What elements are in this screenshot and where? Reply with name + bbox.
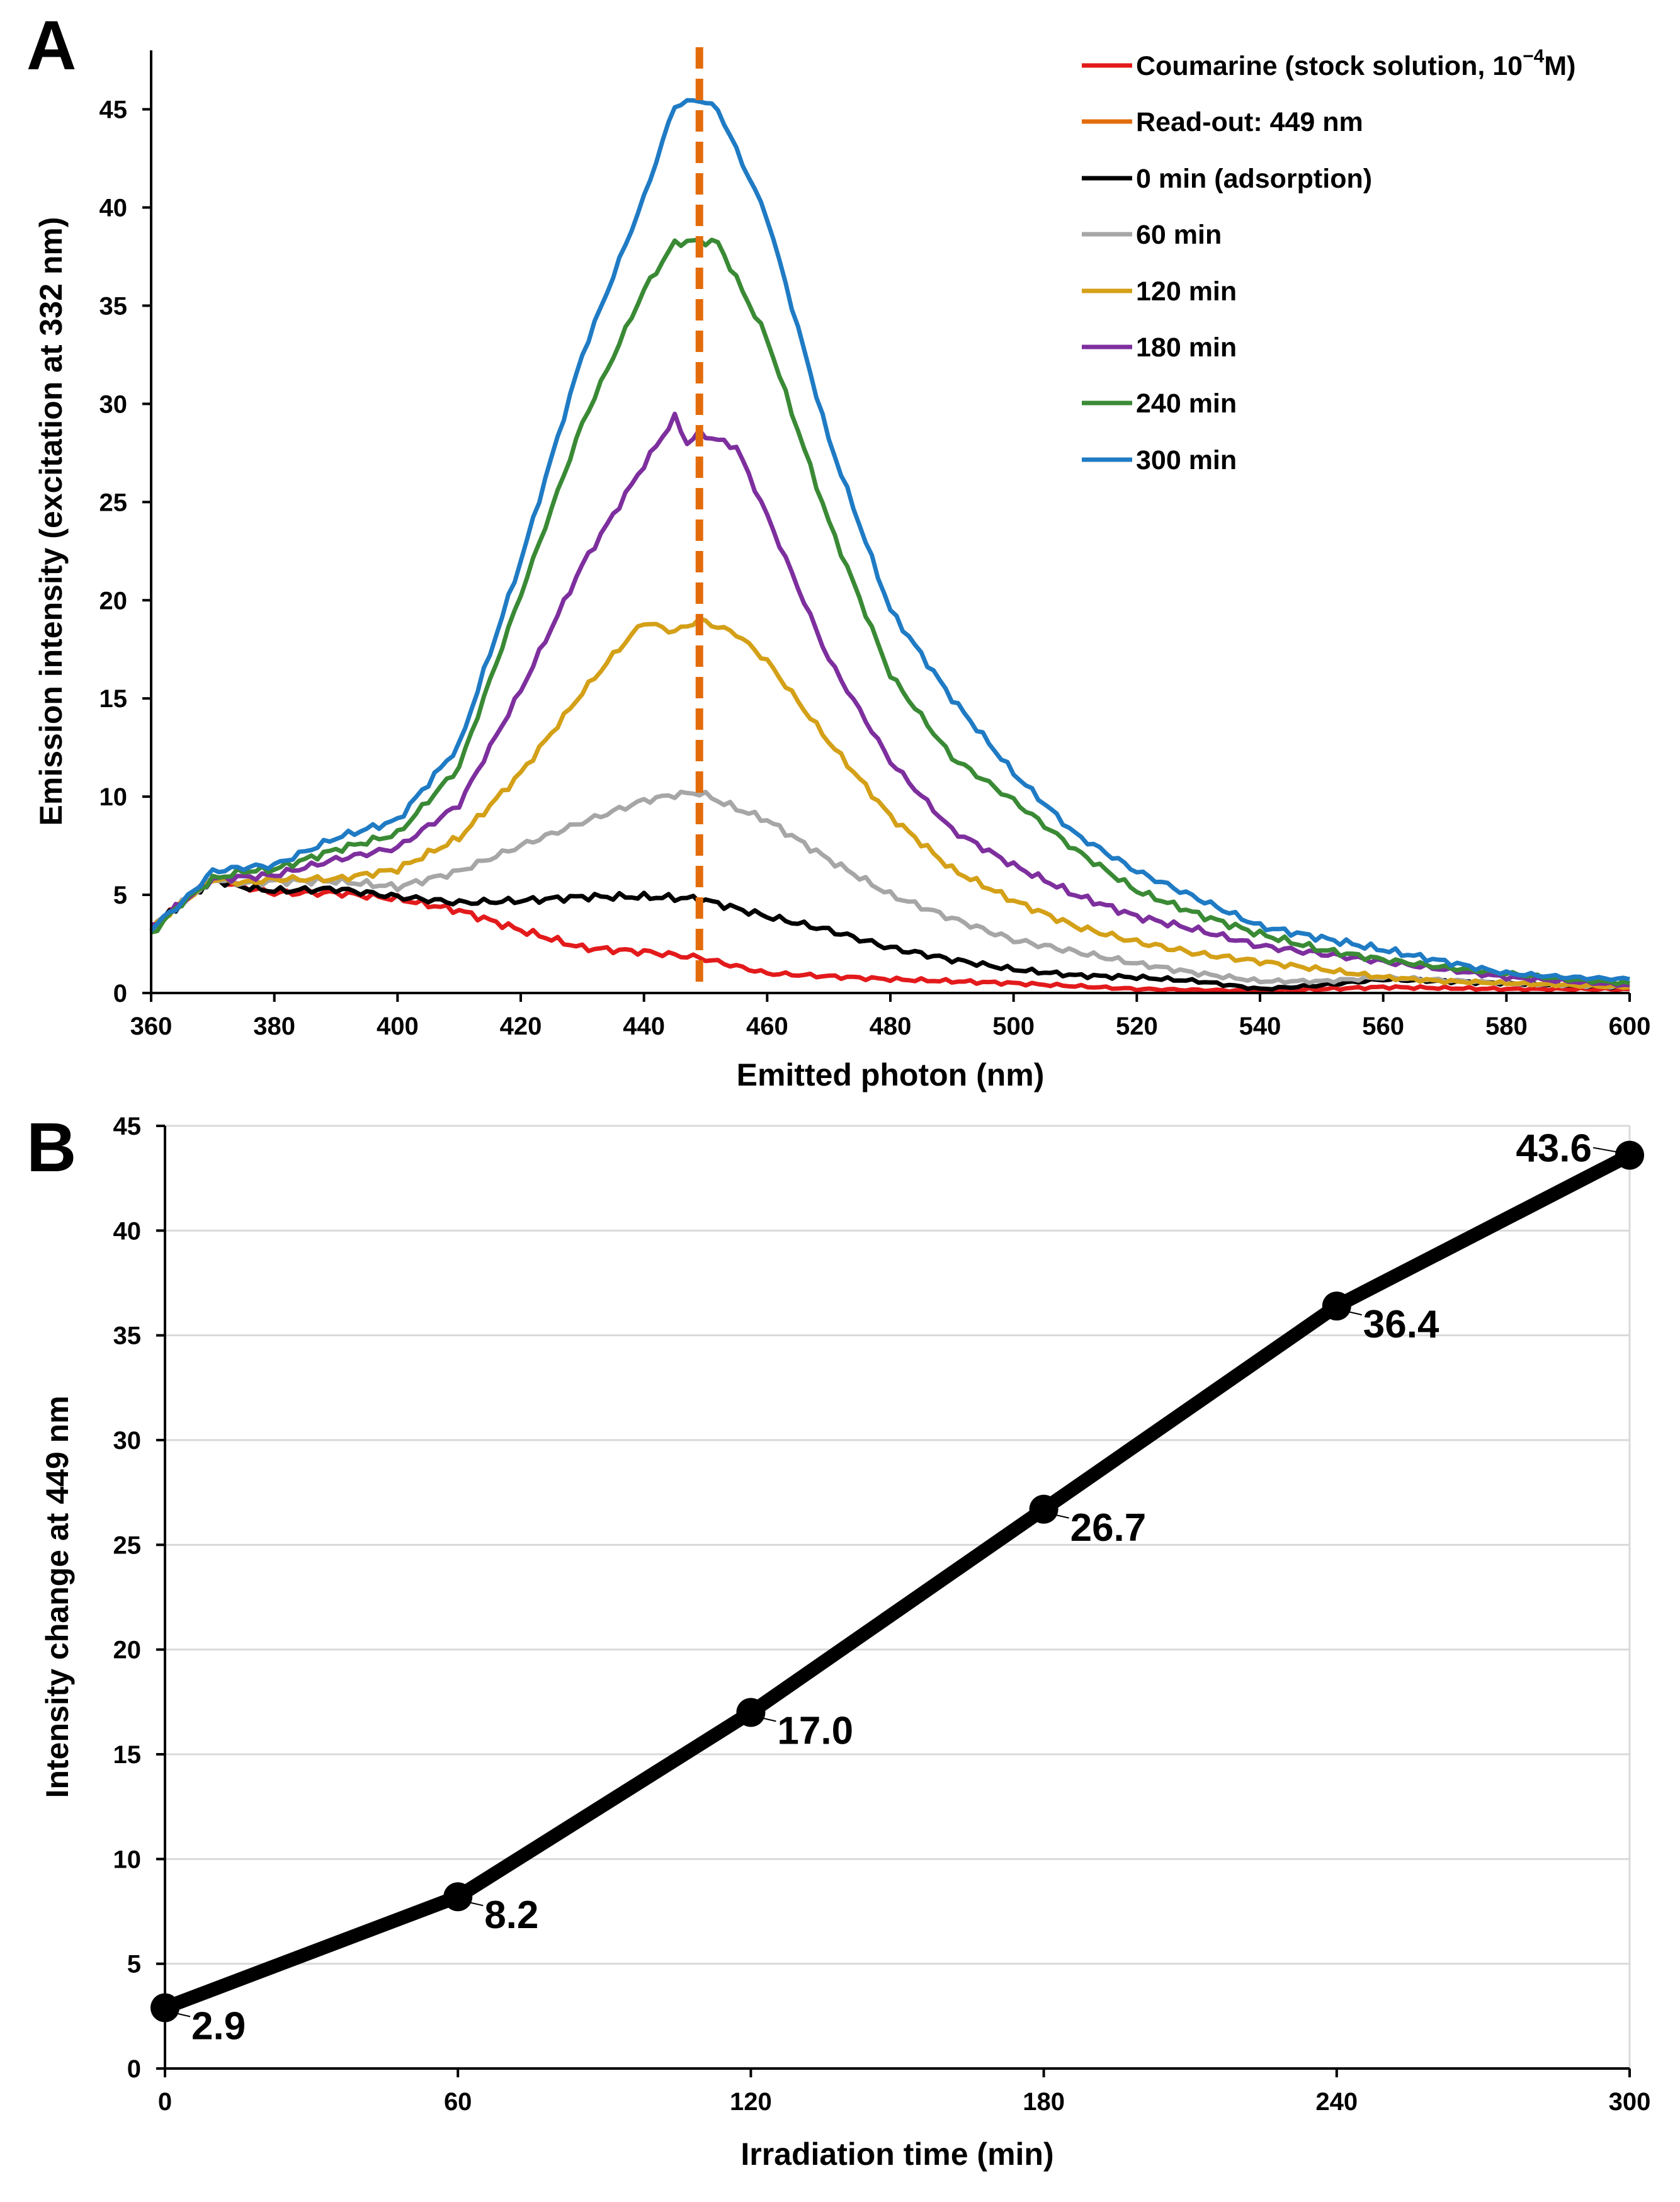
panel-a-series [149,98,1630,994]
y-tick-label: 35 [99,292,128,320]
x-tick-label: 60 [444,2088,472,2116]
x-tick-label: 120 [730,2088,772,2116]
y-tick-label: 10 [113,1846,142,1873]
y-tick-label: 5 [113,882,127,909]
x-tick-label: 380 [253,1013,295,1040]
x-tick-label: 540 [1239,1013,1281,1040]
data-label: 26.7 [1070,1506,1147,1550]
legend-label-300min: 300 min [1136,445,1237,475]
y-tick-label: 5 [127,1951,141,1978]
series-line-300-min [149,98,1630,982]
data-label-leader [759,1717,776,1722]
legend-label-0min: 0 min (adsorption) [1136,164,1372,194]
x-tick-label: 440 [623,1013,665,1040]
x-tick-label: 460 [746,1013,788,1040]
y-tick-label: 40 [113,1217,142,1245]
y-tick-label: 20 [99,587,128,615]
x-tick-label: 300 [1609,2088,1651,2116]
data-point [1615,1140,1644,1170]
data-label-leader [173,2012,191,2018]
panel-a: A 360 380 400 420 440 460 480 500 520 540 560 580 60… [26,7,1650,1092]
x-tick-label: 0 [158,2088,172,2116]
legend-label-readout: Read-out: 449 nm [1136,107,1363,137]
y-tick-label: 25 [99,489,128,516]
data-point [736,1698,766,1727]
data-label-leader [1592,1147,1621,1154]
x-tick-label: 400 [377,1013,419,1040]
x-tick-label: 240 [1315,2088,1358,2116]
data-label: 8.2 [484,1893,538,1937]
data-point [1322,1291,1351,1321]
x-tick-label: 520 [1116,1013,1158,1040]
legend-label-240min: 240 min [1136,389,1237,419]
data-point [1029,1494,1059,1524]
y-tick-label: 45 [99,96,128,124]
panel-b: B 0 60 120 180 240 300 0 5 10 15 20 25 30 35 40 45 2.9… [26,1109,1650,2172]
panel-a-label: A [26,7,76,84]
y-tick-label: 30 [113,1427,142,1455]
y-tick-label: 20 [113,1637,142,1664]
legend-label-60min: 60 min [1136,220,1222,250]
panel-b-label: B [26,1109,76,1186]
y-tick-label: 0 [127,2055,141,2083]
panel-a-y-axis-title: Emission intensity (excitation at 332 nm… [33,217,69,826]
y-tick-label: 0 [113,980,127,1007]
panel-b-series: 2.9 8.2 17.0 26.7 36.4 43.6 [150,1127,1644,2048]
x-tick-label: 420 [500,1013,542,1040]
y-tick-label: 15 [113,1741,142,1769]
y-tick-label: 25 [113,1531,142,1559]
data-label-leader [1052,1513,1069,1519]
data-point [443,1882,473,1912]
legend-label-180min: 180 min [1136,332,1237,363]
series-line-intensity-change [162,1149,1633,2014]
data-label: 36.4 [1363,1303,1439,1346]
series-line-120-min [149,616,1630,990]
legend-label-coumarine: Coumarine (stock solution, 10−4M) [1136,46,1575,81]
x-tick-label: 580 [1485,1013,1528,1040]
x-tick-label: 600 [1609,1013,1651,1040]
data-point [150,1993,179,2023]
legend-label-120min: 120 min [1136,276,1237,307]
panel-b-x-axis-title: Irradiation time (min) [741,2137,1053,2172]
data-label-leader [1345,1310,1363,1316]
data-label-leader [466,1901,484,1907]
x-tick-label: 500 [992,1013,1035,1040]
data-label: 2.9 [191,2005,246,2048]
y-tick-label: 35 [113,1322,142,1350]
y-tick-label: 10 [99,783,128,811]
panel-a-legend: Coumarine (stock solution, 10−4M) Read-o… [1082,46,1575,475]
series-line-240-min [150,237,1630,987]
data-label: 43.6 [1516,1127,1592,1171]
y-tick-label: 45 [113,1113,142,1140]
panel-b-y-axis-title: Intensity change at 449 nm [40,1395,75,1798]
panel-a-x-axis-title: Emitted photon (nm) [737,1057,1045,1092]
y-tick-label: 15 [99,685,128,713]
x-tick-label: 480 [870,1013,912,1040]
x-tick-label: 560 [1362,1013,1404,1040]
x-tick-label: 360 [130,1013,173,1040]
y-tick-label: 40 [99,195,128,222]
data-label: 17.0 [777,1709,853,1752]
x-tick-label: 180 [1023,2088,1065,2116]
y-tick-label: 30 [99,390,128,418]
